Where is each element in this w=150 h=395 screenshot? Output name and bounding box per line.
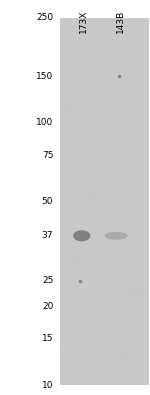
Bar bbox=[140, 304, 146, 310]
Bar bbox=[132, 242, 133, 245]
Bar bbox=[101, 358, 113, 365]
Bar bbox=[87, 193, 101, 200]
Bar bbox=[99, 314, 112, 319]
Ellipse shape bbox=[73, 230, 90, 241]
Bar bbox=[119, 351, 127, 360]
Bar bbox=[82, 87, 85, 97]
Bar bbox=[121, 224, 129, 230]
Bar bbox=[105, 124, 118, 132]
Text: 250: 250 bbox=[36, 13, 53, 22]
Bar bbox=[101, 111, 110, 121]
Bar bbox=[111, 313, 129, 323]
Bar bbox=[93, 249, 113, 252]
Bar bbox=[148, 130, 150, 131]
Bar bbox=[141, 305, 150, 312]
Bar bbox=[139, 127, 150, 137]
Text: 75: 75 bbox=[42, 150, 53, 160]
Bar bbox=[126, 364, 143, 370]
Text: 173X: 173X bbox=[79, 10, 88, 33]
Bar bbox=[140, 71, 142, 78]
Bar bbox=[109, 190, 120, 193]
Bar bbox=[73, 306, 89, 309]
Bar bbox=[61, 103, 71, 113]
Bar bbox=[134, 152, 142, 161]
Bar bbox=[67, 90, 77, 99]
Bar bbox=[77, 82, 90, 87]
Bar bbox=[108, 362, 110, 371]
Bar bbox=[146, 33, 150, 38]
Bar bbox=[91, 264, 97, 266]
Bar bbox=[72, 253, 85, 263]
Bar bbox=[119, 373, 125, 381]
Bar bbox=[94, 295, 98, 299]
Bar bbox=[81, 182, 101, 184]
Bar bbox=[103, 242, 121, 251]
Bar bbox=[75, 237, 96, 241]
Ellipse shape bbox=[105, 232, 128, 240]
Text: 50: 50 bbox=[42, 197, 53, 206]
Bar bbox=[106, 65, 117, 66]
Bar bbox=[117, 15, 128, 18]
Bar bbox=[91, 36, 97, 44]
Bar bbox=[89, 366, 106, 372]
Text: 37: 37 bbox=[42, 231, 53, 240]
Bar bbox=[73, 351, 85, 354]
Bar bbox=[74, 274, 94, 276]
Bar bbox=[122, 53, 125, 58]
Bar bbox=[109, 356, 117, 359]
Bar bbox=[60, 18, 149, 385]
Bar bbox=[73, 23, 94, 28]
Bar bbox=[87, 293, 101, 295]
Bar bbox=[124, 285, 140, 296]
Bar bbox=[97, 36, 104, 43]
Bar bbox=[92, 226, 96, 231]
Bar bbox=[60, 346, 76, 351]
Text: 15: 15 bbox=[42, 334, 53, 343]
Bar bbox=[78, 47, 97, 48]
Bar bbox=[134, 289, 150, 298]
Text: 25: 25 bbox=[42, 276, 53, 285]
Bar bbox=[92, 309, 94, 314]
Bar bbox=[71, 296, 88, 306]
Bar bbox=[104, 28, 107, 35]
Text: 20: 20 bbox=[42, 301, 53, 310]
Bar bbox=[134, 293, 149, 298]
Text: 100: 100 bbox=[36, 118, 53, 127]
Text: 150: 150 bbox=[36, 71, 53, 81]
Bar bbox=[125, 192, 127, 193]
Text: 10: 10 bbox=[42, 381, 53, 389]
Text: 143B: 143B bbox=[116, 10, 124, 33]
Bar bbox=[109, 217, 124, 220]
Bar bbox=[88, 360, 101, 371]
Bar bbox=[81, 371, 83, 381]
